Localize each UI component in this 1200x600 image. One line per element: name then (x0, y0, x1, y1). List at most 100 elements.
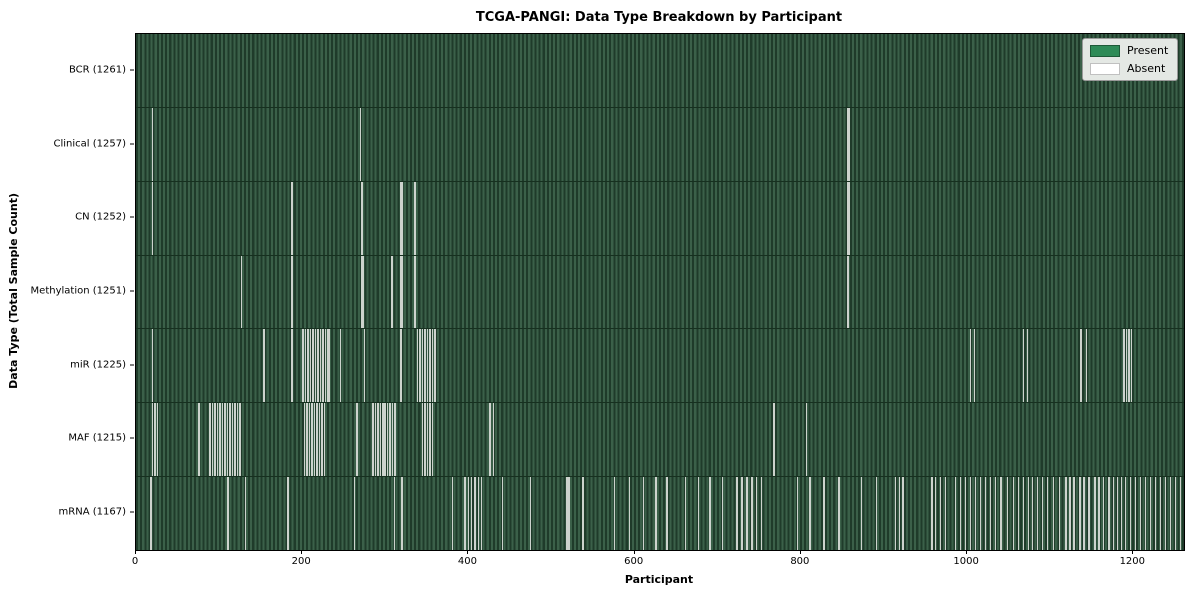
absent-mark (151, 329, 154, 403)
absent-mark (308, 403, 311, 477)
absent-mark (954, 477, 957, 551)
absent-mark (1027, 477, 1030, 551)
absent-mark (426, 329, 429, 403)
absent-mark (424, 403, 426, 477)
absent-mark (875, 477, 878, 551)
absent-mark (1041, 477, 1044, 551)
absent-mark (760, 477, 763, 551)
y-tick-label: CN (1252) (75, 211, 126, 223)
absent-mark (721, 477, 724, 551)
absent-mark (847, 181, 849, 255)
absent-mark (467, 477, 470, 551)
absent-mark (1098, 477, 1100, 551)
absent-mark (973, 329, 976, 403)
x-tick-label: 600 (624, 556, 644, 567)
absent-mark (382, 403, 384, 477)
absent-mark (226, 403, 229, 477)
absent-mark (239, 403, 241, 477)
absent-mark (291, 329, 293, 403)
absent-mark (327, 329, 329, 403)
absent-mark (1154, 477, 1157, 551)
absent-mark (959, 477, 962, 551)
absent-mark (353, 477, 356, 551)
absent-mark (1065, 477, 1067, 551)
x-tick-mark (467, 550, 469, 554)
absent-mark (314, 329, 317, 403)
absent-mark (964, 477, 967, 551)
legend: Present Absent (1082, 38, 1178, 81)
absent-mark (391, 403, 394, 477)
absent-mark (994, 477, 996, 551)
y-tick-label: BCR (1261) (68, 64, 126, 76)
absent-mark (1169, 477, 1172, 551)
absent-mark (939, 477, 942, 551)
absent-mark (384, 403, 386, 477)
absent-mark (568, 477, 571, 551)
absent-mark (154, 403, 156, 477)
absent-mark (1046, 477, 1049, 551)
absent-mark (582, 477, 584, 551)
absent-mark (361, 255, 363, 329)
absent-mark (684, 477, 687, 551)
heatmap-row-cn (136, 180, 1184, 255)
x-tick-mark (966, 550, 968, 554)
absent-mark (306, 403, 308, 477)
y-tick-label: Methylation (1251) (30, 285, 126, 297)
absent-mark (1069, 477, 1071, 551)
heatmap-row-maf (136, 402, 1184, 477)
present-swatch (1090, 44, 1120, 57)
plot-area (135, 33, 1185, 551)
x-tick-mark (799, 550, 801, 554)
absent-mark (1052, 477, 1055, 551)
legend-label-present: Present (1127, 44, 1169, 57)
absent-mark (1031, 477, 1034, 551)
absent-mark (311, 403, 313, 477)
x-tick-label: 200 (291, 556, 311, 567)
absent-mark (969, 477, 972, 551)
absent-mark (697, 477, 700, 551)
absent-mark (1179, 477, 1182, 551)
absent-mark (741, 477, 743, 551)
absent-mark (263, 329, 265, 403)
absent-mark (847, 255, 849, 329)
absent-mark (307, 329, 309, 403)
absent-mark (313, 403, 316, 477)
absent-mark (809, 477, 811, 551)
x-tick-label: 1000 (953, 556, 979, 567)
absent-mark (414, 255, 416, 329)
absent-mark (419, 329, 421, 403)
absent-mark (198, 403, 200, 477)
absent-mark (421, 403, 424, 477)
absent-mark (1124, 477, 1127, 551)
heatmap-row-bcr (136, 34, 1184, 107)
absent-mark (1012, 477, 1015, 551)
absent-mark (628, 477, 631, 551)
heatmap-row-clinical (136, 106, 1184, 181)
absent-mark (848, 181, 850, 255)
absent-mark (304, 329, 307, 403)
y-tick-label: MAF (1215) (68, 432, 126, 444)
y-tick-label: miR (1225) (70, 359, 126, 371)
absent-mark (655, 477, 657, 551)
absent-mark (363, 329, 366, 403)
heatmap-row-mrna (136, 476, 1184, 551)
absent-mark (150, 477, 152, 551)
absent-mark (431, 329, 434, 403)
absent-mark (317, 329, 319, 403)
absent-mark (565, 477, 568, 551)
absent-mark (1026, 329, 1029, 403)
absent-mark (1006, 477, 1009, 551)
x-tick-mark (633, 550, 635, 554)
absent-mark (221, 403, 224, 477)
absent-mark (400, 181, 402, 255)
absent-mark (1149, 477, 1152, 551)
legend-entry-absent: Absent (1090, 62, 1170, 75)
absent-mark (1080, 329, 1082, 403)
absent-mark (1108, 477, 1110, 551)
absent-mark (1022, 329, 1025, 403)
chart-title: TCGA-PANGI: Data Type Breakdown by Parti… (475, 10, 843, 25)
absent-mark (1112, 477, 1115, 551)
absent-mark (567, 477, 569, 551)
x-axis-label: Participant (624, 573, 694, 586)
absent-mark (151, 107, 154, 181)
